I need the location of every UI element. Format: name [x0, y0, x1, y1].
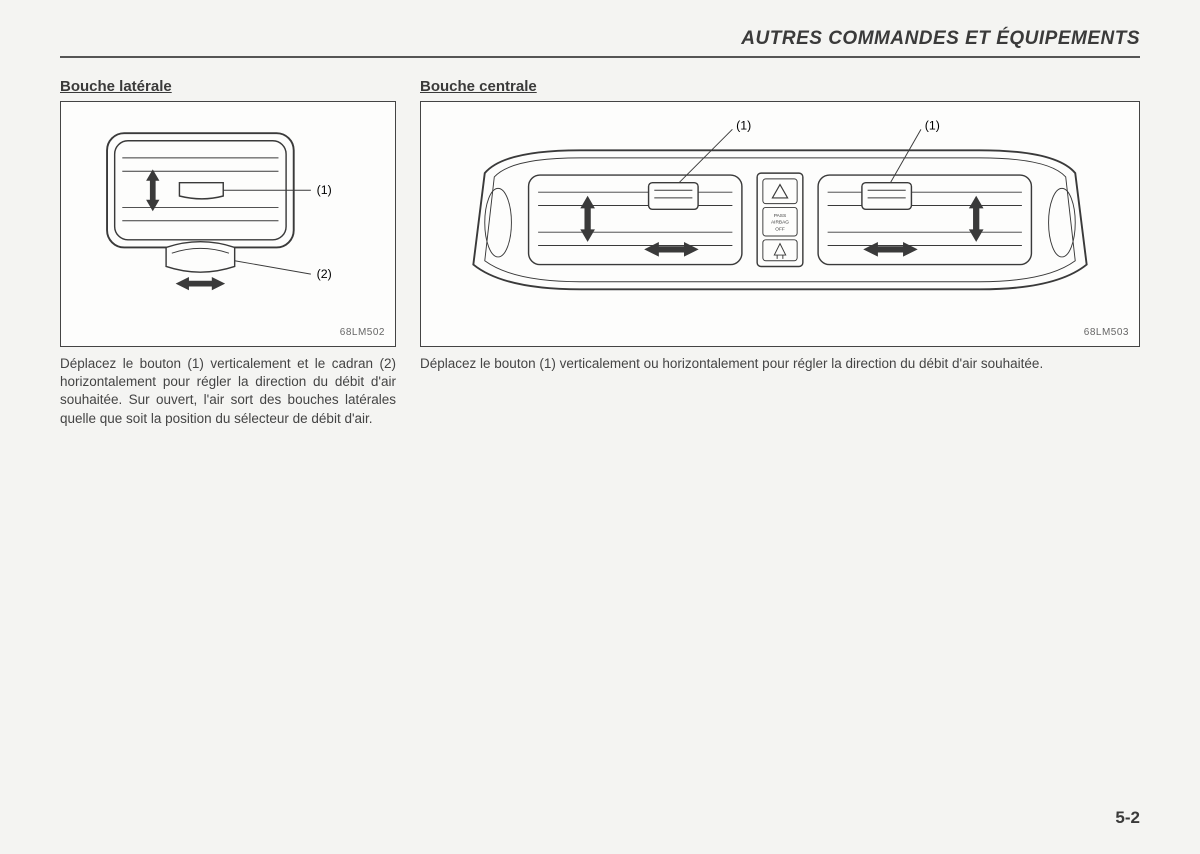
- right-section-title: Bouche centrale: [420, 78, 1140, 95]
- right-callout-1a: (1): [736, 118, 751, 132]
- side-vent-diagram: (1) (2): [71, 116, 385, 316]
- left-figure: (1) (2) 68LM502: [60, 101, 396, 347]
- left-callout-2: (2): [317, 267, 332, 281]
- page-number: 5-2: [1115, 808, 1140, 828]
- right-body-text: Déplacez le bouton (1) verticalement ou …: [420, 355, 1140, 373]
- svg-text:AIRBAG: AIRBAG: [771, 220, 789, 226]
- left-section-title: Bouche latérale: [60, 78, 396, 95]
- page-header: AUTRES COMMANDES ET ÉQUIPEMENTS: [60, 28, 1140, 58]
- svg-text:PASS: PASS: [774, 213, 786, 219]
- right-figure: PASS AIRBAG OFF: [420, 101, 1140, 347]
- center-vent-diagram: PASS AIRBAG OFF: [431, 116, 1129, 316]
- left-body-text: Déplacez le bouton (1) verticalement et …: [60, 355, 396, 428]
- content-columns: Bouche latérale: [60, 78, 1140, 428]
- right-callout-1b: (1): [925, 118, 940, 132]
- right-figure-code: 68LM503: [431, 327, 1129, 338]
- left-figure-code: 68LM502: [71, 327, 385, 338]
- left-callout-1: (1): [317, 183, 332, 197]
- svg-text:OFF: OFF: [775, 226, 785, 232]
- left-column: Bouche latérale: [60, 78, 396, 428]
- right-column: Bouche centrale PASS AIRBAG OFF: [420, 78, 1140, 428]
- header-title: AUTRES COMMANDES ET ÉQUIPEMENTS: [741, 28, 1140, 49]
